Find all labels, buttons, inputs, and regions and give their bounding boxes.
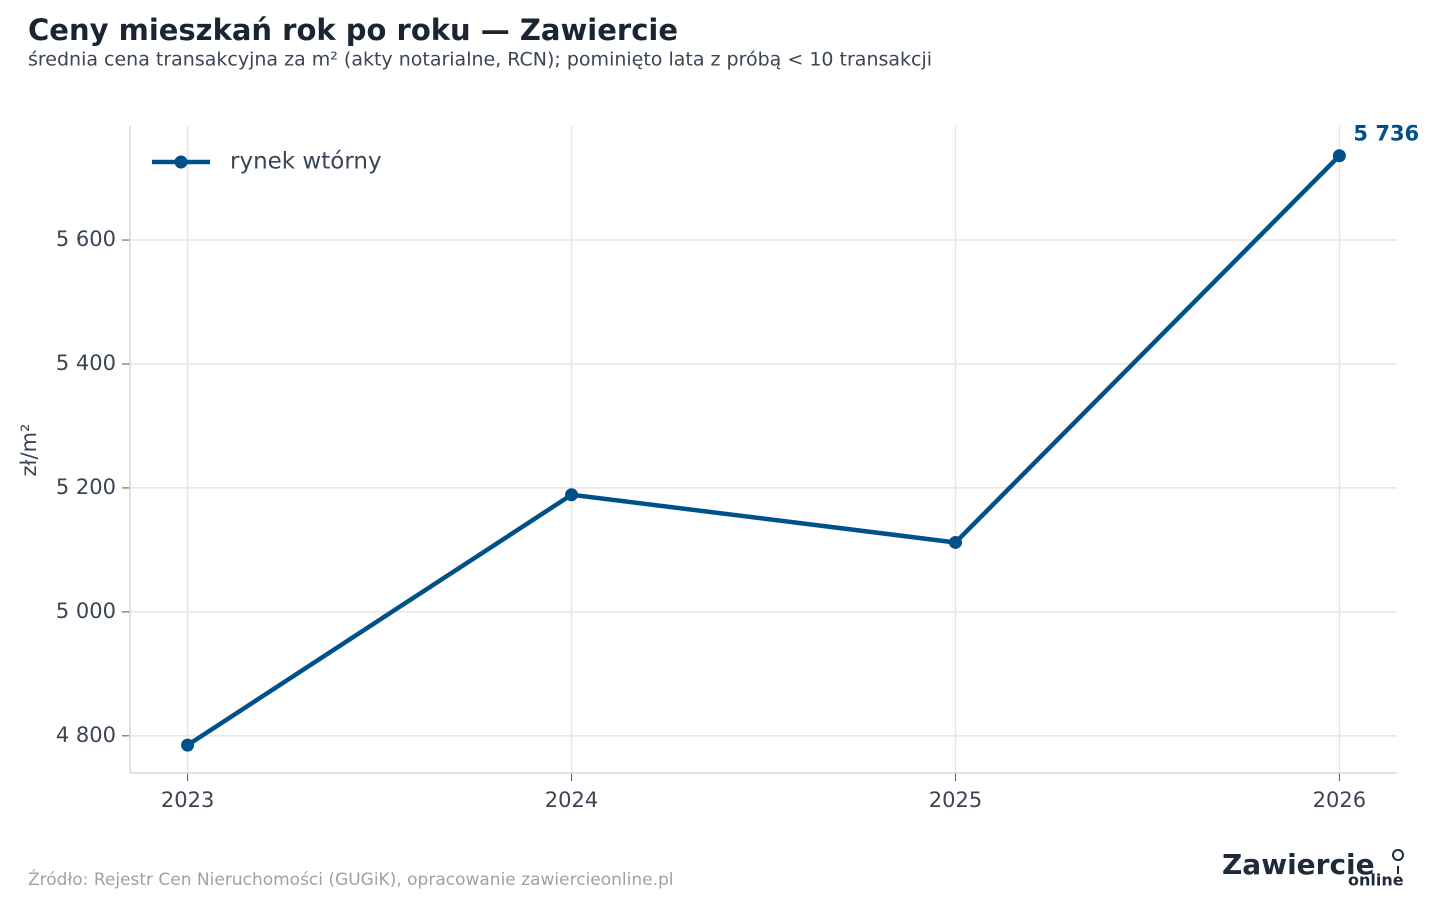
x-tick-label: 2026: [1313, 788, 1366, 812]
logo: Zawiercie online: [1222, 848, 1404, 890]
data-point: [948, 535, 962, 549]
y-tick-label: 5 600: [56, 227, 116, 251]
y-tick-label: 4 800: [56, 723, 116, 747]
logo-name: Zawiercie: [1222, 848, 1375, 881]
series-line: [186, 154, 1342, 747]
legend-label: rynek wtórny: [230, 149, 382, 175]
logo-suffix: online: [1348, 871, 1404, 890]
x-tick-label: 2023: [161, 788, 214, 812]
source-note: Źródło: Rejestr Cen Nieruchomości (GUGiK…: [28, 868, 674, 890]
x-tick-label: 2025: [929, 788, 982, 812]
logo-pin: [1392, 849, 1404, 874]
y-tick-label: 5 000: [56, 599, 116, 623]
y-axis-label: zł/m²: [17, 424, 41, 477]
y-tick-label: 5 200: [56, 475, 116, 499]
data-point: [565, 488, 579, 502]
x-tick-label: 2024: [545, 788, 598, 812]
legend-marker: [174, 155, 188, 169]
y-tick-label: 5 400: [56, 351, 116, 375]
chart-title: Ceny mieszkań rok po roku — Zawiercie: [28, 13, 678, 47]
chart-subtitle: średnia cena transakcyjna za m² (akty no…: [28, 49, 932, 71]
data-point: [181, 738, 195, 752]
data-point: [1332, 149, 1346, 163]
data-label: 5 736: [1353, 122, 1419, 146]
